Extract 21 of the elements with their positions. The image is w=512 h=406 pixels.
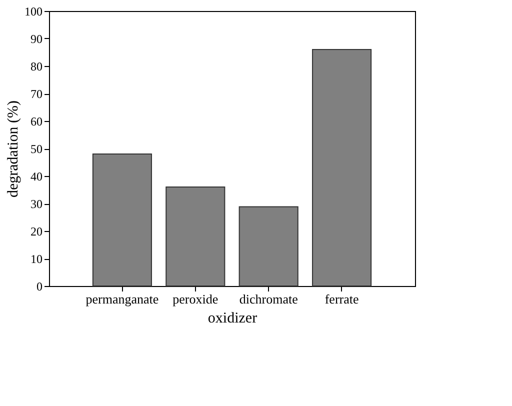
y-tick-label: 100 bbox=[24, 4, 42, 18]
y-tick-label: 90 bbox=[30, 32, 42, 46]
x-tick-label: dichromate bbox=[239, 292, 298, 306]
y-tick-label: 30 bbox=[30, 197, 42, 211]
bar bbox=[166, 186, 226, 286]
y-axis-title: degradation (%) bbox=[6, 100, 22, 198]
bar bbox=[312, 49, 372, 286]
x-tick-label: permanganate bbox=[86, 292, 159, 306]
y-tick-label: 50 bbox=[30, 142, 42, 156]
y-tick-label: 80 bbox=[30, 60, 42, 74]
y-tick-label: 40 bbox=[30, 170, 42, 184]
y-tick-label: 0 bbox=[36, 280, 42, 294]
bar bbox=[92, 154, 152, 286]
bar bbox=[238, 206, 298, 286]
x-tick-label: ferrate bbox=[324, 292, 359, 306]
y-tick-label: 70 bbox=[30, 87, 42, 101]
x-tick-label: peroxide bbox=[172, 292, 218, 306]
y-tick-label: 60 bbox=[30, 114, 42, 128]
y-tick-label: 20 bbox=[30, 224, 42, 238]
x-axis-title: oxidizer bbox=[208, 310, 258, 326]
y-tick-label: 10 bbox=[30, 252, 42, 266]
